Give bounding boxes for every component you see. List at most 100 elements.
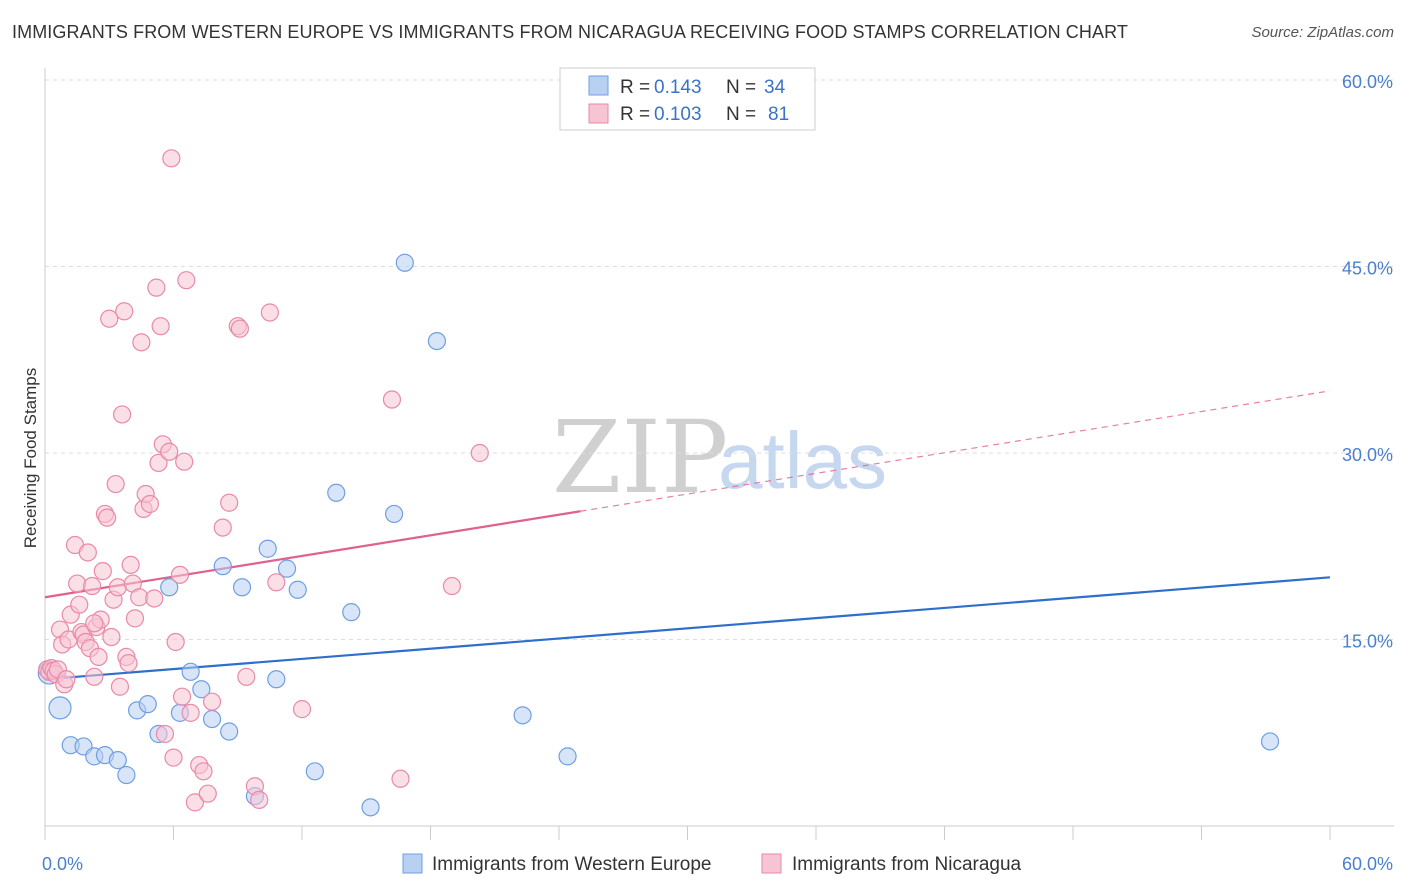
bottom-legend: Immigrants from Western Europe Immigrant… [402, 853, 1022, 875]
axes [44, 68, 1394, 840]
legend-r-label-nicaragua: R = [620, 104, 650, 125]
point-nicaragua-61 [185, 793, 205, 812]
point-nicaragua-33 [110, 677, 130, 696]
point-nicaragua-13 [68, 574, 87, 593]
point-nicaragua-79 [470, 443, 489, 463]
legend-n-value-nicaragua: 81 [768, 104, 789, 125]
point-western-europe-31 [513, 706, 532, 725]
x-tick-label-1: 60.0% [1342, 854, 1393, 874]
chart-source: Source: ZipAtlas.com [1251, 24, 1394, 41]
x-tick-label-0: 0.0% [42, 854, 83, 874]
point-nicaragua-59 [177, 271, 196, 290]
y-tick-label-2: 45.0% [1342, 259, 1393, 279]
point-nicaragua-45 [140, 494, 160, 514]
point-nicaragua-9 [57, 670, 76, 689]
x-tick-labels: 0.0% 60.0% [42, 854, 1393, 874]
point-nicaragua-80 [85, 614, 104, 633]
point-nicaragua-77 [391, 769, 410, 788]
point-nicaragua-49 [151, 317, 170, 336]
point-nicaragua-63 [194, 762, 213, 781]
point-nicaragua-74 [267, 573, 286, 592]
point-nicaragua-48 [149, 453, 168, 473]
point-nicaragua-56 [170, 565, 190, 584]
watermark-atlas: atlas [718, 416, 887, 505]
point-western-europe-22 [277, 559, 297, 578]
point-nicaragua-29 [102, 627, 121, 647]
point-nicaragua-66 [213, 518, 232, 537]
point-nicaragua-72 [250, 790, 269, 809]
point-nicaragua-73 [260, 303, 279, 322]
point-western-europe-30 [427, 332, 447, 351]
y-tick-label-1: 30.0% [1342, 445, 1393, 465]
point-nicaragua-25 [93, 562, 112, 581]
point-nicaragua-40 [125, 609, 145, 628]
legend-r-value-western-europe: 0.143 [654, 77, 702, 98]
point-western-europe-27 [361, 798, 380, 817]
bottom-legend-swatch-western-europe [402, 853, 423, 874]
legend-box: R = 0.143 N = 34 R = 0.103 N = 81 [559, 67, 816, 131]
point-nicaragua-78 [442, 576, 462, 596]
point-nicaragua-14 [70, 595, 89, 614]
chart-title: IMMIGRANTS FROM WESTERN EUROPE VS IMMIGR… [12, 22, 1128, 42]
point-western-europe-20 [258, 539, 277, 558]
point-nicaragua-21 [85, 667, 104, 686]
point-nicaragua-34 [112, 405, 132, 424]
point-nicaragua-70 [237, 667, 256, 686]
point-nicaragua-75 [292, 700, 312, 719]
point-western-europe-9 [138, 695, 157, 714]
point-nicaragua-41 [130, 588, 149, 607]
data-points [37, 149, 1280, 817]
point-nicaragua-42 [132, 333, 151, 352]
gridlines [45, 79, 1394, 640]
point-western-europe-21 [267, 670, 286, 689]
legend-n-label-western-europe: N = [726, 77, 756, 98]
point-nicaragua-64 [198, 784, 217, 803]
point-western-europe-7 [117, 765, 136, 785]
point-nicaragua-69 [230, 319, 249, 338]
point-nicaragua-53 [162, 149, 181, 168]
y-axis-label: Receiving Food Stamps [21, 368, 40, 548]
point-nicaragua-38 [121, 555, 140, 575]
point-nicaragua-58 [175, 452, 194, 471]
point-nicaragua-65 [202, 692, 222, 711]
point-nicaragua-23 [89, 647, 108, 667]
point-western-europe-23 [288, 580, 307, 599]
point-western-europe-14 [192, 680, 211, 699]
y-tick-labels: 15.0% 30.0% 45.0% 60.0% [1342, 72, 1393, 652]
point-nicaragua-52 [160, 442, 179, 461]
point-western-europe-11 [160, 578, 179, 597]
point-nicaragua-67 [220, 493, 239, 512]
y-tick-label-0: 15.0% [1342, 632, 1393, 652]
point-western-europe-13 [181, 662, 200, 681]
point-nicaragua-28 [100, 309, 119, 328]
legend-n-value-western-europe: 34 [764, 77, 786, 98]
point-western-europe-28 [384, 504, 404, 524]
legend-n-label-nicaragua: N = [726, 104, 756, 125]
legend-swatch-nicaragua [588, 103, 609, 124]
point-nicaragua-18 [78, 543, 97, 562]
watermark-zip: ZIP [552, 399, 728, 516]
point-nicaragua-57 [172, 687, 192, 706]
point-nicaragua-31 [106, 474, 125, 494]
point-nicaragua-60 [181, 703, 200, 722]
legend-r-value-nicaragua: 0.103 [654, 104, 702, 125]
point-nicaragua-55 [166, 632, 185, 652]
point-western-europe-1 [48, 696, 72, 720]
point-nicaragua-20 [83, 576, 102, 596]
point-western-europe-24 [305, 762, 324, 781]
point-western-europe-18 [232, 578, 252, 597]
point-nicaragua-47 [147, 278, 166, 297]
bottom-legend-label-western-europe: Immigrants from Western Europe [432, 854, 711, 875]
legend-r-label-western-europe: R = [620, 77, 650, 98]
y-tick-label-3: 60.0% [1342, 72, 1393, 92]
point-western-europe-17 [220, 722, 239, 741]
trend-line-western-europe [44, 576, 1331, 681]
point-nicaragua-54 [164, 748, 183, 767]
point-western-europe-25 [327, 483, 346, 502]
legend-swatch-western-europe [588, 75, 609, 96]
point-nicaragua-27 [98, 508, 117, 527]
point-nicaragua-76 [382, 390, 402, 409]
point-western-europe-33 [1260, 732, 1280, 751]
point-nicaragua-46 [145, 589, 164, 608]
